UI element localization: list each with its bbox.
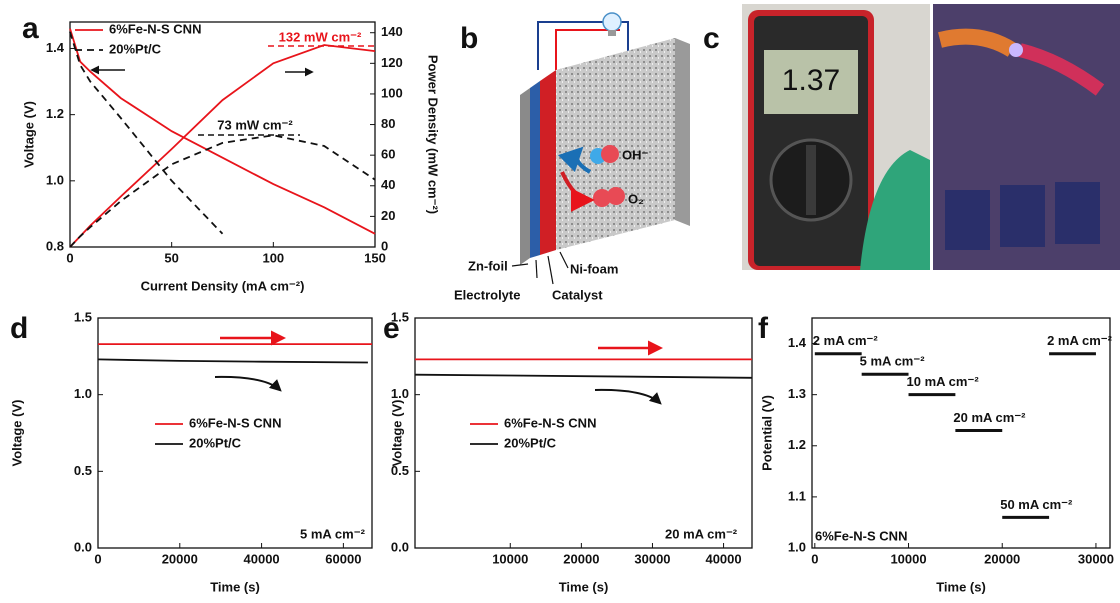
legend-label: 20%Pt/C [109,41,162,56]
y2-tick-label: 120 [381,55,403,70]
x-tick-label: 20000 [984,551,1020,566]
data-line [97,358,368,364]
x-tick-label: 0 [66,250,73,265]
y2-tick-label: 20 [381,208,395,223]
x-tick-label: 30000 [634,551,670,566]
x-tick-label: 20000 [162,551,198,566]
legend-label: 20%Pt/C [189,435,242,450]
x-tick-label: 10000 [890,551,926,566]
y2-axis-label: Power Density (mW cm⁻²) [426,55,441,214]
y2-tick-label: 140 [381,24,403,39]
y-tick-label: 1.0 [391,386,409,401]
data-line [69,31,224,235]
y-tick-label: 1.1 [788,488,806,503]
x-tick-label: 40000 [244,551,280,566]
y2-tick-label: 60 [381,147,395,162]
y-tick-label: 0.5 [74,463,92,478]
x-tick-label: 150 [364,250,386,265]
y-axis-label: Voltage (V) [21,101,36,168]
layer-label: Ni-foam [570,261,618,276]
note: 20 mA cm⁻² [665,526,738,541]
y2-tick-label: 80 [381,116,395,131]
y-tick-label: 1.0 [788,539,806,554]
annotation: 132 mW cm⁻² [279,29,362,44]
x-tick-label: 40000 [705,551,741,566]
legend-label: 6%Fe-N-S CNN [504,415,596,430]
y2-tick-label: 100 [381,85,403,100]
y2-tick-label: 40 [381,177,395,192]
panel-label: f [758,312,769,345]
y-tick-label: 0.8 [46,238,64,253]
data-line [69,44,376,248]
y-tick-label: 1.2 [46,106,64,121]
layer-label: Electrolyte [454,287,520,302]
x-tick-label: 60000 [325,551,361,566]
x-tick-label: 30000 [1078,551,1114,566]
y-tick-label: 1.4 [788,335,807,350]
ion-label: OH⁻ [622,147,649,162]
x-tick-label: 50 [164,250,178,265]
legend-label: 6%Fe-N-S CNN [109,21,201,36]
y2-tick-label: 0 [381,238,388,253]
x-tick-label: 0 [94,551,101,566]
y-axis-label: Potential (V) [759,395,774,471]
data-line [69,134,376,248]
layer-label: Catalyst [552,287,603,302]
y-tick-label: 1.4 [46,40,65,55]
annotation: 73 mW cm⁻² [217,117,293,132]
note: 5 mA cm⁻² [300,526,366,541]
segment-label: 2 mA cm⁻² [1047,333,1113,348]
x-axis-label: Current Density (mA cm⁻²) [141,278,305,293]
plot-frame [97,317,373,549]
legend-label: 6%Fe-N-S CNN [189,415,281,430]
plot-frame [811,317,1111,549]
x-axis-label: Time (s) [210,579,260,594]
x-tick-label: 100 [262,250,284,265]
legend-label: 20%Pt/C [504,435,557,450]
data-line [414,373,753,379]
panel-label: e [383,312,400,345]
photo [742,4,1120,270]
layer-label: Zn-foil [468,258,508,273]
x-axis-label: Time (s) [936,579,986,594]
y-tick-label: 0.0 [74,539,92,554]
meter-display: 1.37 [782,64,840,97]
panel-label: d [10,312,28,345]
y-tick-label: 1.2 [788,437,806,452]
y-tick-label: 0.0 [391,539,409,554]
x-axis-label: Time (s) [559,579,609,594]
y-tick-label: 1.3 [788,386,806,401]
y-tick-label: 1.0 [74,386,92,401]
y-tick-label: 0.5 [391,463,409,478]
note: 6%Fe-N-S CNN [815,528,907,543]
plot-frame [414,317,753,549]
panel-label: c [703,22,720,55]
x-tick-label: 20000 [563,551,599,566]
segment-label: 5 mA cm⁻² [860,354,926,369]
segment-label: 10 mA cm⁻² [907,374,980,389]
panel-label: a [22,12,39,45]
y-tick-label: 1.5 [74,309,92,324]
y-tick-label: 1.0 [46,172,64,187]
y-axis-label: Voltage (V) [9,400,24,467]
segment-label: 20 mA cm⁻² [953,410,1026,425]
y-tick-label: 1.5 [391,309,409,324]
data-line [69,28,376,235]
battery-diagram [511,12,690,285]
panel-label: b [460,22,478,55]
segment-label: 2 mA cm⁻² [813,333,879,348]
x-tick-label: 10000 [492,551,528,566]
y-axis-label: Voltage (V) [389,400,404,467]
molecule-label: O₂ [628,191,644,206]
plot-frame [69,21,376,248]
x-tick-label: 0 [811,551,818,566]
segment-label: 50 mA cm⁻² [1000,497,1073,512]
